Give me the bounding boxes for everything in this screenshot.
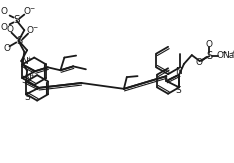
Text: +: + — [27, 56, 32, 61]
Text: N: N — [175, 67, 182, 76]
Text: N: N — [24, 74, 30, 83]
Text: S: S — [16, 37, 22, 46]
Text: S: S — [22, 75, 27, 85]
Text: O: O — [6, 25, 13, 34]
Text: −: − — [32, 24, 37, 29]
Text: +: + — [230, 50, 234, 55]
Text: O: O — [3, 44, 10, 53]
Text: Na: Na — [222, 51, 234, 60]
Text: −: − — [29, 5, 35, 10]
Text: O: O — [217, 51, 224, 60]
Text: N: N — [21, 57, 28, 66]
Text: O: O — [0, 7, 7, 16]
Text: O: O — [206, 40, 213, 49]
Text: O: O — [24, 7, 31, 16]
Text: S: S — [206, 51, 212, 61]
Text: O: O — [0, 23, 7, 32]
Text: O: O — [26, 26, 33, 35]
Text: +: + — [30, 73, 34, 78]
Text: S: S — [24, 93, 30, 102]
Text: S: S — [175, 86, 181, 95]
Text: S: S — [13, 15, 20, 25]
Text: O: O — [195, 58, 202, 67]
Text: −: − — [221, 50, 227, 55]
